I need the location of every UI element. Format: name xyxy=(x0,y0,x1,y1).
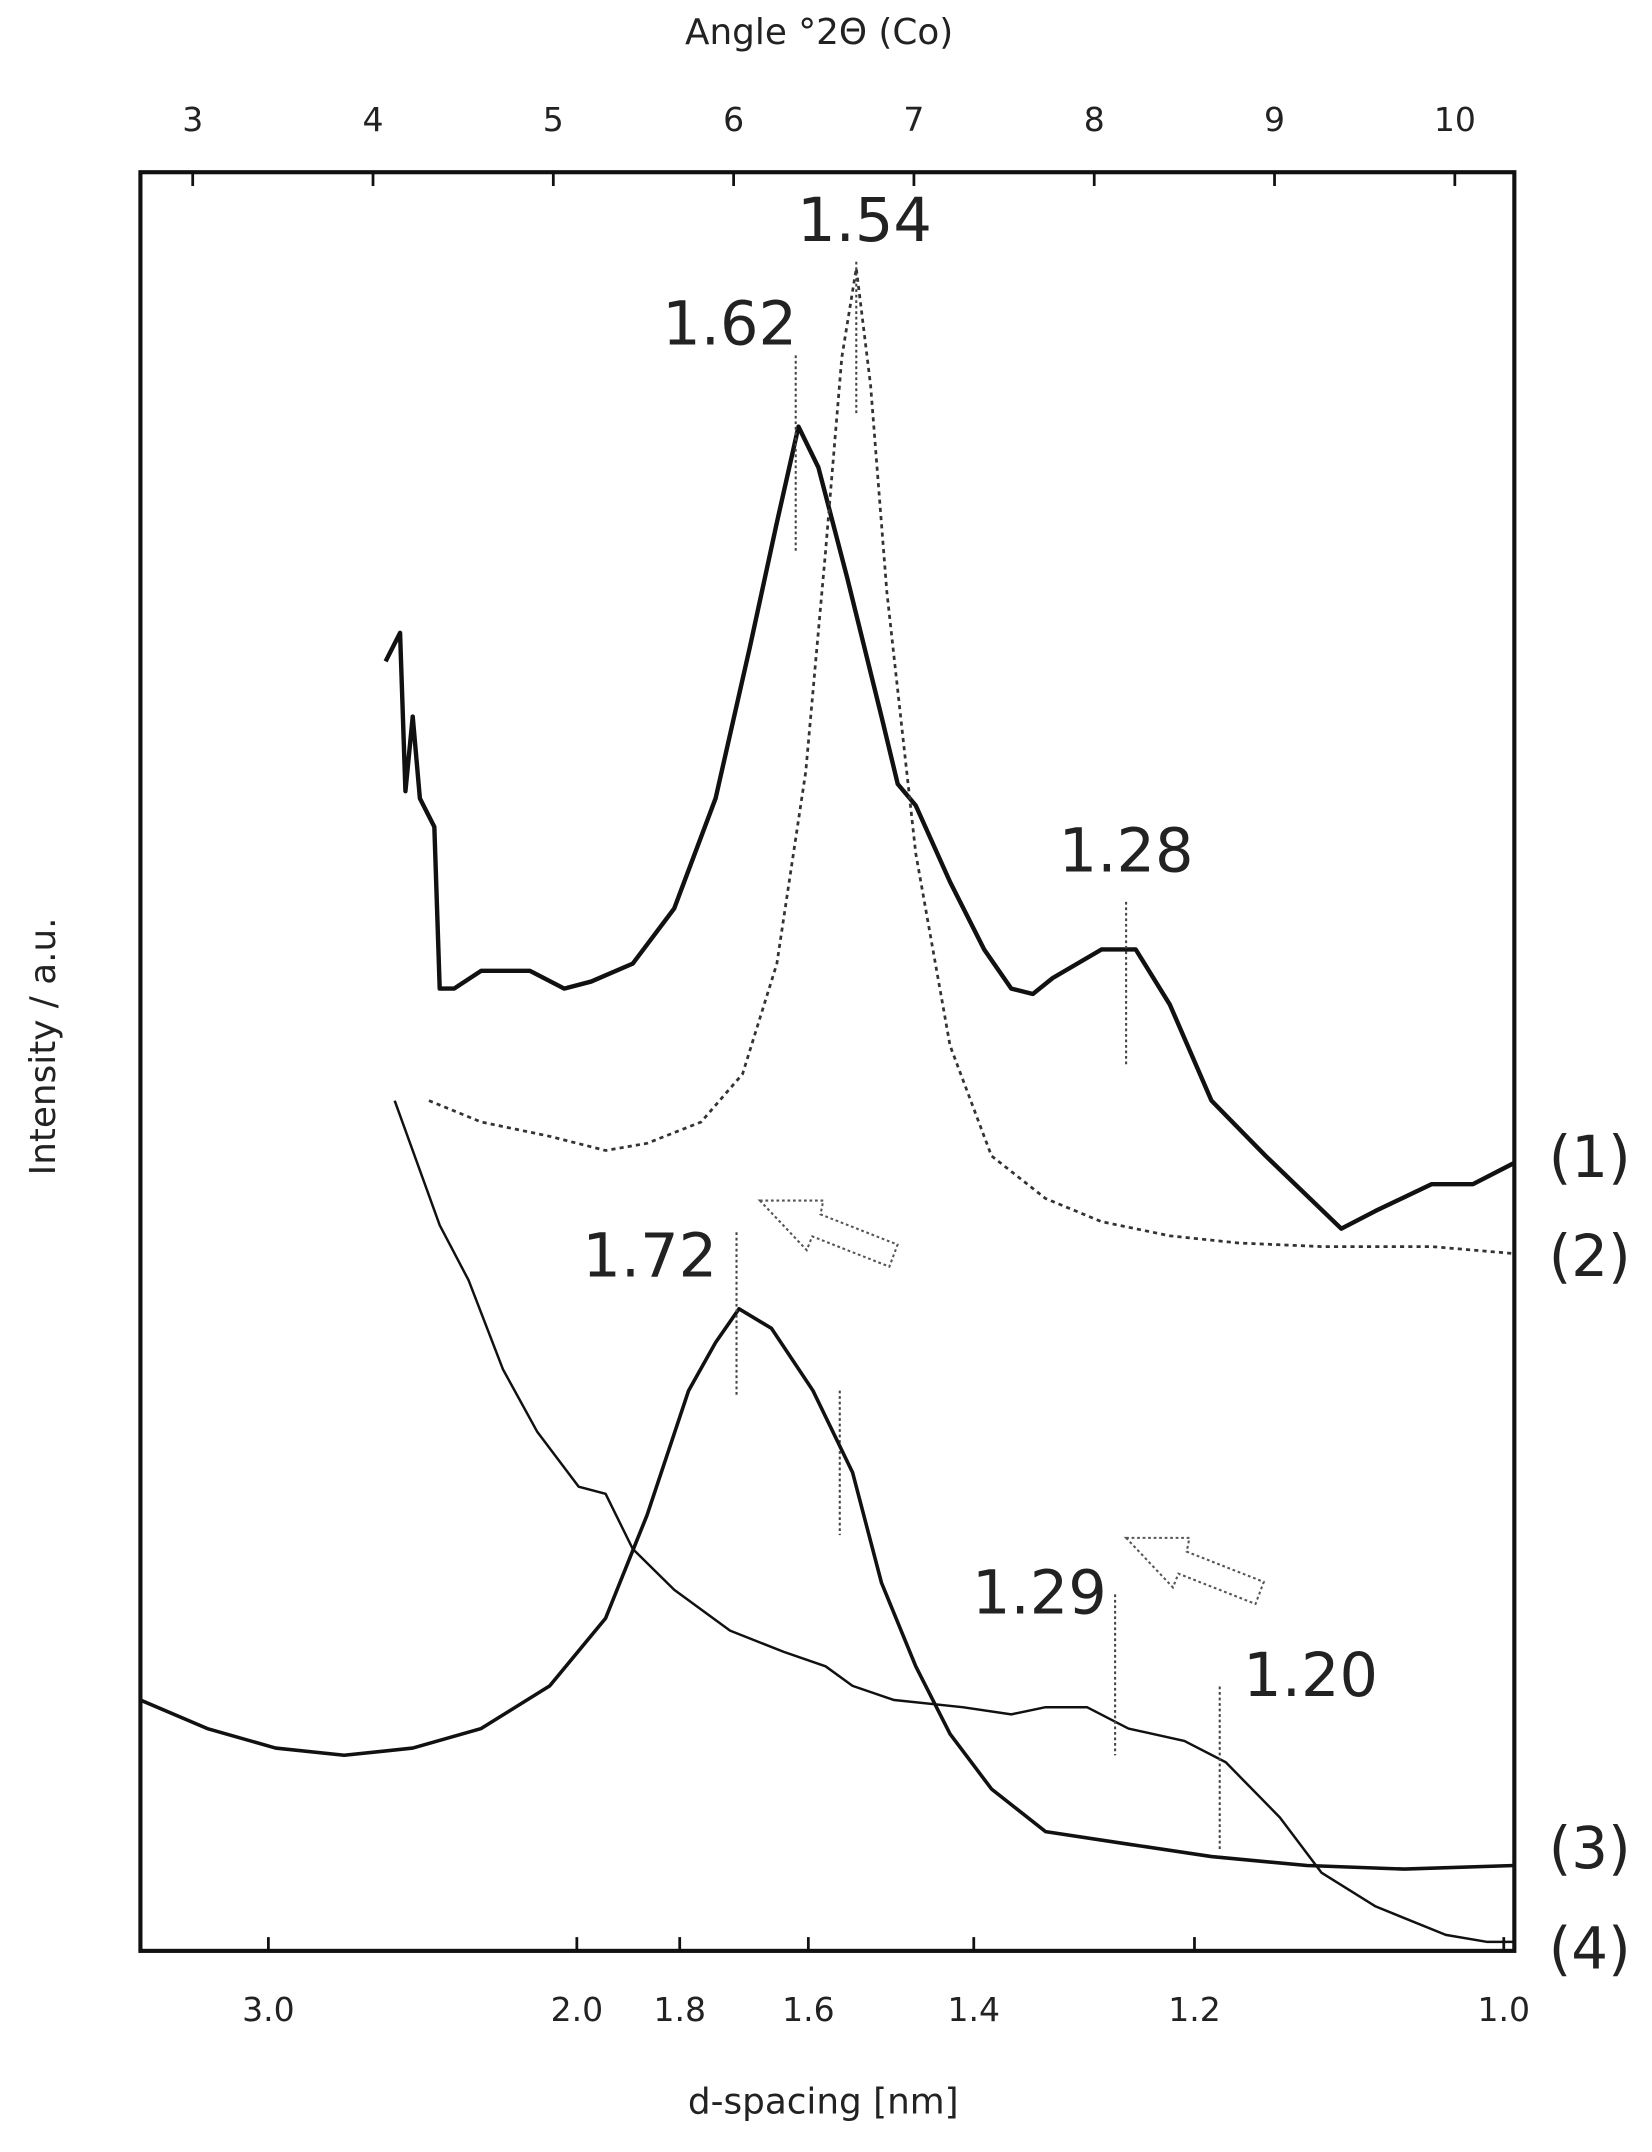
x2-tick-label: 2.0 xyxy=(551,1990,604,2029)
series-label: (2) xyxy=(1549,1222,1631,1290)
y-axis-title: Intensity / a.u. xyxy=(23,917,64,1175)
x-tick-label: 4 xyxy=(363,100,384,139)
data-line xyxy=(393,1100,1515,1944)
x2-axis-title: d-spacing [nm] xyxy=(688,2081,959,2122)
x2-tick-label: 1.0 xyxy=(1478,1990,1531,2029)
x2-tick-label: 1.2 xyxy=(1168,1990,1221,2029)
data-line xyxy=(383,424,1516,1231)
peak-label: 1.28 xyxy=(1059,817,1194,887)
arrow xyxy=(1123,1536,1266,1606)
x-tick-label: 6 xyxy=(723,100,744,139)
peak-label: 1.20 xyxy=(1243,1641,1378,1711)
peak-label: 1.54 xyxy=(797,186,932,256)
data-line xyxy=(428,266,1515,1255)
x-tick-label: 3 xyxy=(182,100,203,139)
arrow xyxy=(757,1199,899,1269)
x2-tick-label: 1.6 xyxy=(782,1990,835,2029)
series-label: (3) xyxy=(1549,1814,1631,1882)
x-tick-label: 5 xyxy=(543,100,564,139)
x2-tick-label: 1.8 xyxy=(653,1990,706,2029)
x2-tick-label: 1.4 xyxy=(948,1990,1001,2029)
x-axis-title: Angle °2Θ (Co) xyxy=(685,12,953,53)
x-tick-label: 7 xyxy=(903,100,924,139)
data-line xyxy=(139,1307,1515,1871)
series-label: (4) xyxy=(1549,1914,1631,1982)
x2-tick-label: 3.0 xyxy=(242,1990,295,2029)
plot-frame xyxy=(138,170,1517,1953)
x-tick-label: 8 xyxy=(1084,100,1105,139)
series-label: (1) xyxy=(1549,1123,1631,1191)
peak-label: 1.29 xyxy=(972,1559,1107,1629)
peak-label: 1.62 xyxy=(662,289,797,359)
x-tick-label: 10 xyxy=(1434,100,1476,139)
peak-label: 1.72 xyxy=(582,1221,717,1291)
x-tick-label: 9 xyxy=(1264,100,1285,139)
